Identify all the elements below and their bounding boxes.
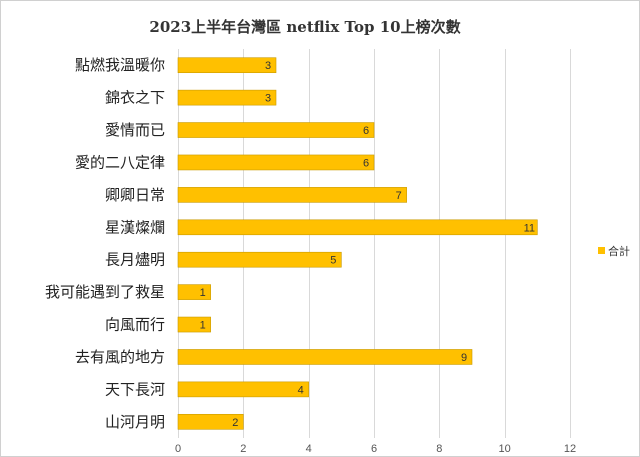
legend-label: 合計	[608, 244, 630, 258]
bar	[177, 381, 309, 398]
bar	[177, 349, 473, 365]
x-axis-tick-labels: 0 2 4 6 8 10 12	[175, 443, 576, 455]
data-label: 6	[363, 125, 369, 137]
x-tick-label: 8	[436, 443, 442, 455]
bar	[177, 57, 277, 74]
x-tick-label: 10	[499, 443, 511, 455]
category-label: 愛的二八定律	[75, 153, 165, 171]
bars	[177, 57, 538, 430]
x-tick-label: 6	[371, 443, 377, 455]
category-labels: 點燃我溫暖你錦衣之下愛情而已愛的二八定律卿卿日常星漢燦爛長月燼明我可能遇到了救星…	[45, 56, 165, 431]
x-tick-label: 12	[564, 443, 576, 455]
x-tick-label: 4	[306, 443, 312, 455]
x-tick-label: 2	[240, 443, 246, 455]
category-label: 點燃我溫暖你	[75, 56, 165, 74]
chart-title: 2023上半年台灣區 netflix Top 10上榜次數	[149, 18, 460, 36]
category-label: 我可能遇到了救星	[45, 283, 165, 301]
data-label: 2	[232, 417, 238, 429]
category-label: 愛情而已	[105, 121, 165, 139]
data-label: 3	[265, 93, 271, 105]
category-label: 卿卿日常	[105, 186, 165, 204]
bar	[177, 284, 211, 300]
bar	[177, 122, 375, 138]
category-label: 長月燼明	[105, 251, 165, 269]
category-label: 天下長河	[105, 380, 165, 398]
bar	[177, 413, 244, 430]
gridlines	[178, 49, 571, 438]
x-tick-label: 0	[175, 443, 181, 455]
category-label: 錦衣之下	[105, 89, 165, 107]
bar	[177, 89, 277, 106]
data-label: 9	[461, 352, 467, 364]
data-label: 1	[200, 287, 206, 299]
data-label: 4	[298, 384, 304, 396]
data-label: 5	[330, 255, 336, 267]
legend: 合計	[598, 244, 630, 258]
bar	[177, 316, 211, 333]
data-label: 7	[396, 190, 402, 202]
data-label: 11	[524, 222, 535, 234]
bar	[177, 154, 375, 171]
data-label: 3	[265, 60, 271, 72]
data-label: 1	[200, 320, 206, 332]
data-label: 6	[363, 157, 369, 169]
category-label: 向風而行	[105, 316, 165, 334]
category-label: 星漢燦爛	[105, 218, 165, 236]
bar	[177, 251, 342, 268]
bar	[177, 187, 407, 203]
category-label: 去有風的地方	[75, 348, 165, 366]
bar	[177, 219, 538, 236]
category-label: 山河月明	[105, 413, 165, 431]
legend-swatch	[598, 247, 605, 254]
